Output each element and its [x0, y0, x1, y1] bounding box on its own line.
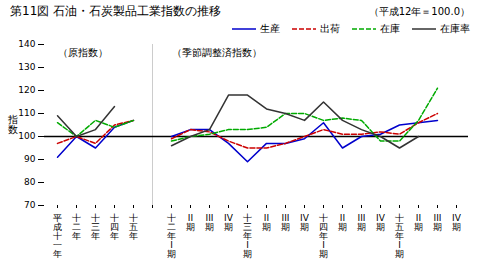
svg-text:指数: 指数: [7, 114, 18, 135]
svg-text:十二年: 十二年: [72, 213, 81, 241]
html-text:第11図 石油・石炭製品工業指数の推移: 第11図 石油・石炭製品工業指数の推移: [10, 4, 222, 18]
svg-text:十三年: 十三年: [91, 213, 100, 241]
svg-text:十四年I期: 十四年I期: [319, 213, 328, 259]
svg-text:IV期: IV期: [224, 213, 234, 232]
svg-text:II期: II期: [338, 213, 347, 232]
svg-text:十四年: 十四年: [110, 213, 119, 241]
svg-text:十二年I期: 十二年I期: [167, 213, 176, 259]
svg-text:IV期: IV期: [452, 213, 462, 232]
svg-text:100: 100: [18, 131, 35, 141]
html-text:（平成12年＝100.0）: （平成12年＝100.0）: [368, 6, 470, 17]
svg-text:110: 110: [18, 108, 35, 118]
svg-text:80: 80: [24, 177, 36, 187]
svg-text:140: 140: [18, 39, 35, 49]
svg-text:90: 90: [24, 154, 36, 164]
svg-text:II期: II期: [186, 213, 195, 232]
svg-text:十五年I期: 十五年I期: [395, 213, 404, 259]
html-text:在庫率: 在庫率: [440, 23, 470, 34]
svg-text:IV期: IV期: [300, 213, 310, 232]
svg-text:III期: III期: [357, 213, 366, 232]
html-text:在庫: 在庫: [380, 23, 400, 34]
svg-text:III期: III期: [433, 213, 442, 232]
html-text:出荷: 出荷: [320, 23, 340, 34]
svg-text:130: 130: [18, 62, 35, 72]
svg-text:平成十一年: 平成十一年: [53, 213, 62, 259]
svg-text:IV期: IV期: [376, 213, 386, 232]
svg-text:70: 70: [24, 200, 36, 210]
svg-text:十三年I期: 十三年I期: [243, 213, 252, 259]
svg-text:III期: III期: [281, 213, 290, 232]
svg-text:十五年: 十五年: [129, 213, 138, 241]
svg-text:（季節調整済指数）: （季節調整済指数）: [172, 47, 262, 58]
svg-text:II期: II期: [414, 213, 423, 232]
svg-text:120: 120: [18, 85, 35, 95]
svg-text:II期: II期: [262, 213, 271, 232]
svg-text:（原指数）: （原指数）: [58, 47, 108, 58]
svg-text:III期: III期: [205, 213, 214, 232]
html-text:生産: 生産: [260, 23, 280, 34]
